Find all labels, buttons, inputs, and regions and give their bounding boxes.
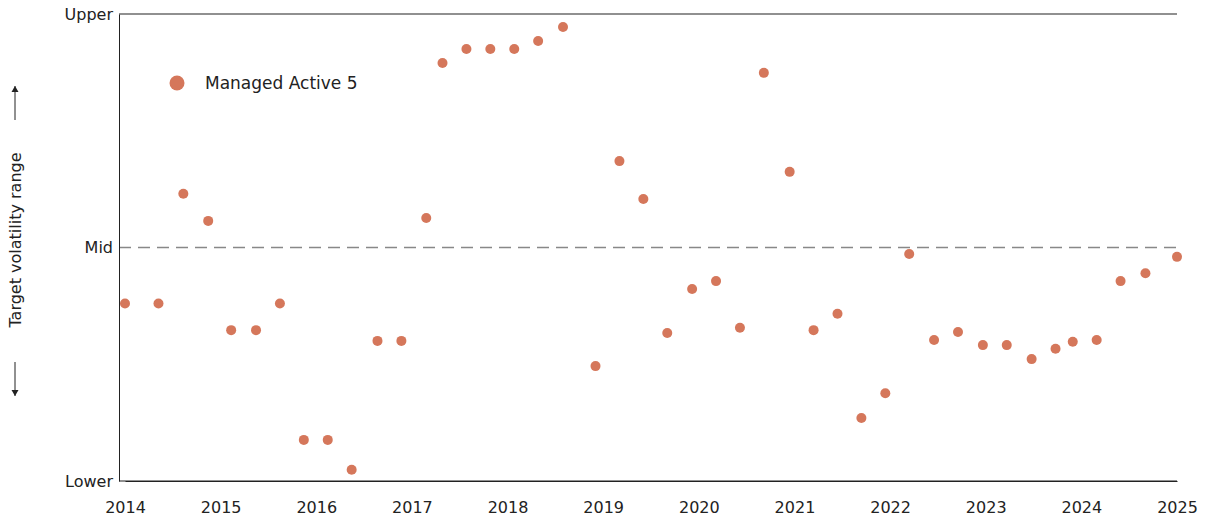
point bbox=[638, 194, 648, 204]
x-tick-label: 2022 bbox=[870, 498, 911, 517]
point bbox=[178, 189, 188, 199]
x-tick-label: 2017 bbox=[392, 498, 433, 517]
point bbox=[687, 284, 697, 294]
point bbox=[1051, 344, 1061, 354]
point bbox=[832, 309, 842, 319]
point bbox=[396, 336, 406, 346]
point bbox=[904, 249, 914, 259]
x-tick-label: 2016 bbox=[296, 498, 337, 517]
point bbox=[785, 167, 795, 177]
point bbox=[591, 361, 601, 371]
point bbox=[1092, 335, 1102, 345]
x-tick: 2018 bbox=[488, 481, 529, 517]
y-tick-label: Upper bbox=[65, 5, 114, 24]
point bbox=[509, 44, 519, 54]
point bbox=[347, 465, 357, 475]
plot-area bbox=[120, 22, 1182, 475]
point bbox=[372, 336, 382, 346]
x-axis-line bbox=[126, 481, 1178, 482]
point bbox=[1068, 337, 1078, 347]
point bbox=[759, 68, 769, 78]
point bbox=[1027, 354, 1037, 364]
point bbox=[1140, 268, 1150, 278]
x-tick: 2024 bbox=[1062, 481, 1103, 517]
legend: Managed Active 5 bbox=[170, 73, 358, 93]
legend-label: Managed Active 5 bbox=[205, 73, 358, 93]
point bbox=[614, 156, 624, 166]
y-axis-title: Target volatility range bbox=[6, 152, 25, 328]
y-tick: Upper bbox=[65, 5, 119, 24]
grid-line bbox=[119, 13, 1177, 14]
arrow-head bbox=[12, 86, 19, 92]
legend-marker bbox=[170, 76, 185, 91]
y-tick: Lower bbox=[65, 472, 119, 491]
point bbox=[1116, 276, 1126, 286]
point bbox=[251, 325, 261, 335]
x-tick-label: 2025 bbox=[1157, 498, 1198, 517]
y-tick: Mid bbox=[85, 238, 119, 257]
point bbox=[438, 58, 448, 68]
y-axis-line bbox=[119, 15, 120, 482]
point bbox=[735, 323, 745, 333]
axis-arrows bbox=[12, 86, 19, 396]
point bbox=[1002, 340, 1012, 350]
x-tick: 2014 bbox=[105, 481, 146, 517]
x-tick-label: 2014 bbox=[105, 498, 146, 517]
point bbox=[485, 44, 495, 54]
point bbox=[711, 276, 721, 286]
x-tick: 2019 bbox=[583, 481, 624, 517]
point bbox=[662, 328, 672, 338]
point bbox=[558, 22, 568, 32]
grid-line bbox=[119, 480, 1177, 481]
x-tick: 2022 bbox=[870, 481, 911, 517]
x-tick: 2021 bbox=[775, 481, 816, 517]
x-tick-label: 2019 bbox=[583, 498, 624, 517]
y-tick-label: Lower bbox=[65, 472, 113, 491]
chart: Lower Mid Upper 2014 2015 2016 2017 2018 2019 202… bbox=[0, 0, 1207, 531]
point bbox=[153, 299, 163, 309]
point bbox=[533, 36, 543, 46]
x-tick: 2023 bbox=[966, 481, 1007, 517]
grid bbox=[119, 14, 1177, 481]
point bbox=[299, 435, 309, 445]
point bbox=[226, 325, 236, 335]
arrow-head bbox=[12, 390, 19, 396]
point bbox=[461, 44, 471, 54]
point bbox=[275, 299, 285, 309]
point bbox=[323, 435, 333, 445]
point bbox=[203, 216, 213, 226]
x-tick-label: 2021 bbox=[775, 498, 816, 517]
point bbox=[929, 335, 939, 345]
x-tick-label: 2023 bbox=[966, 498, 1007, 517]
x-tick-label: 2024 bbox=[1062, 498, 1103, 517]
point bbox=[880, 388, 890, 398]
x-tick-label: 2020 bbox=[679, 498, 720, 517]
x-tick: 2015 bbox=[201, 481, 242, 517]
y-tick-label: Mid bbox=[85, 238, 113, 257]
point bbox=[421, 213, 431, 223]
point bbox=[953, 327, 963, 337]
x-tick: 2025 bbox=[1157, 481, 1198, 517]
x-tick: 2016 bbox=[296, 481, 337, 517]
x-tick-label: 2015 bbox=[201, 498, 242, 517]
point bbox=[856, 413, 866, 423]
series bbox=[120, 22, 1182, 475]
x-tick-label: 2018 bbox=[488, 498, 529, 517]
point bbox=[809, 325, 819, 335]
point bbox=[978, 340, 988, 350]
x-tick: 2020 bbox=[679, 481, 720, 517]
x-tick: 2017 bbox=[392, 481, 433, 517]
x-axis: 2014 2015 2016 2017 2018 2019 2020 2021 2022 2023… bbox=[105, 481, 1198, 517]
point bbox=[1172, 252, 1182, 262]
point bbox=[120, 299, 130, 309]
y-axis: Lower Mid Upper bbox=[65, 5, 120, 491]
grid-line bbox=[119, 247, 1177, 248]
